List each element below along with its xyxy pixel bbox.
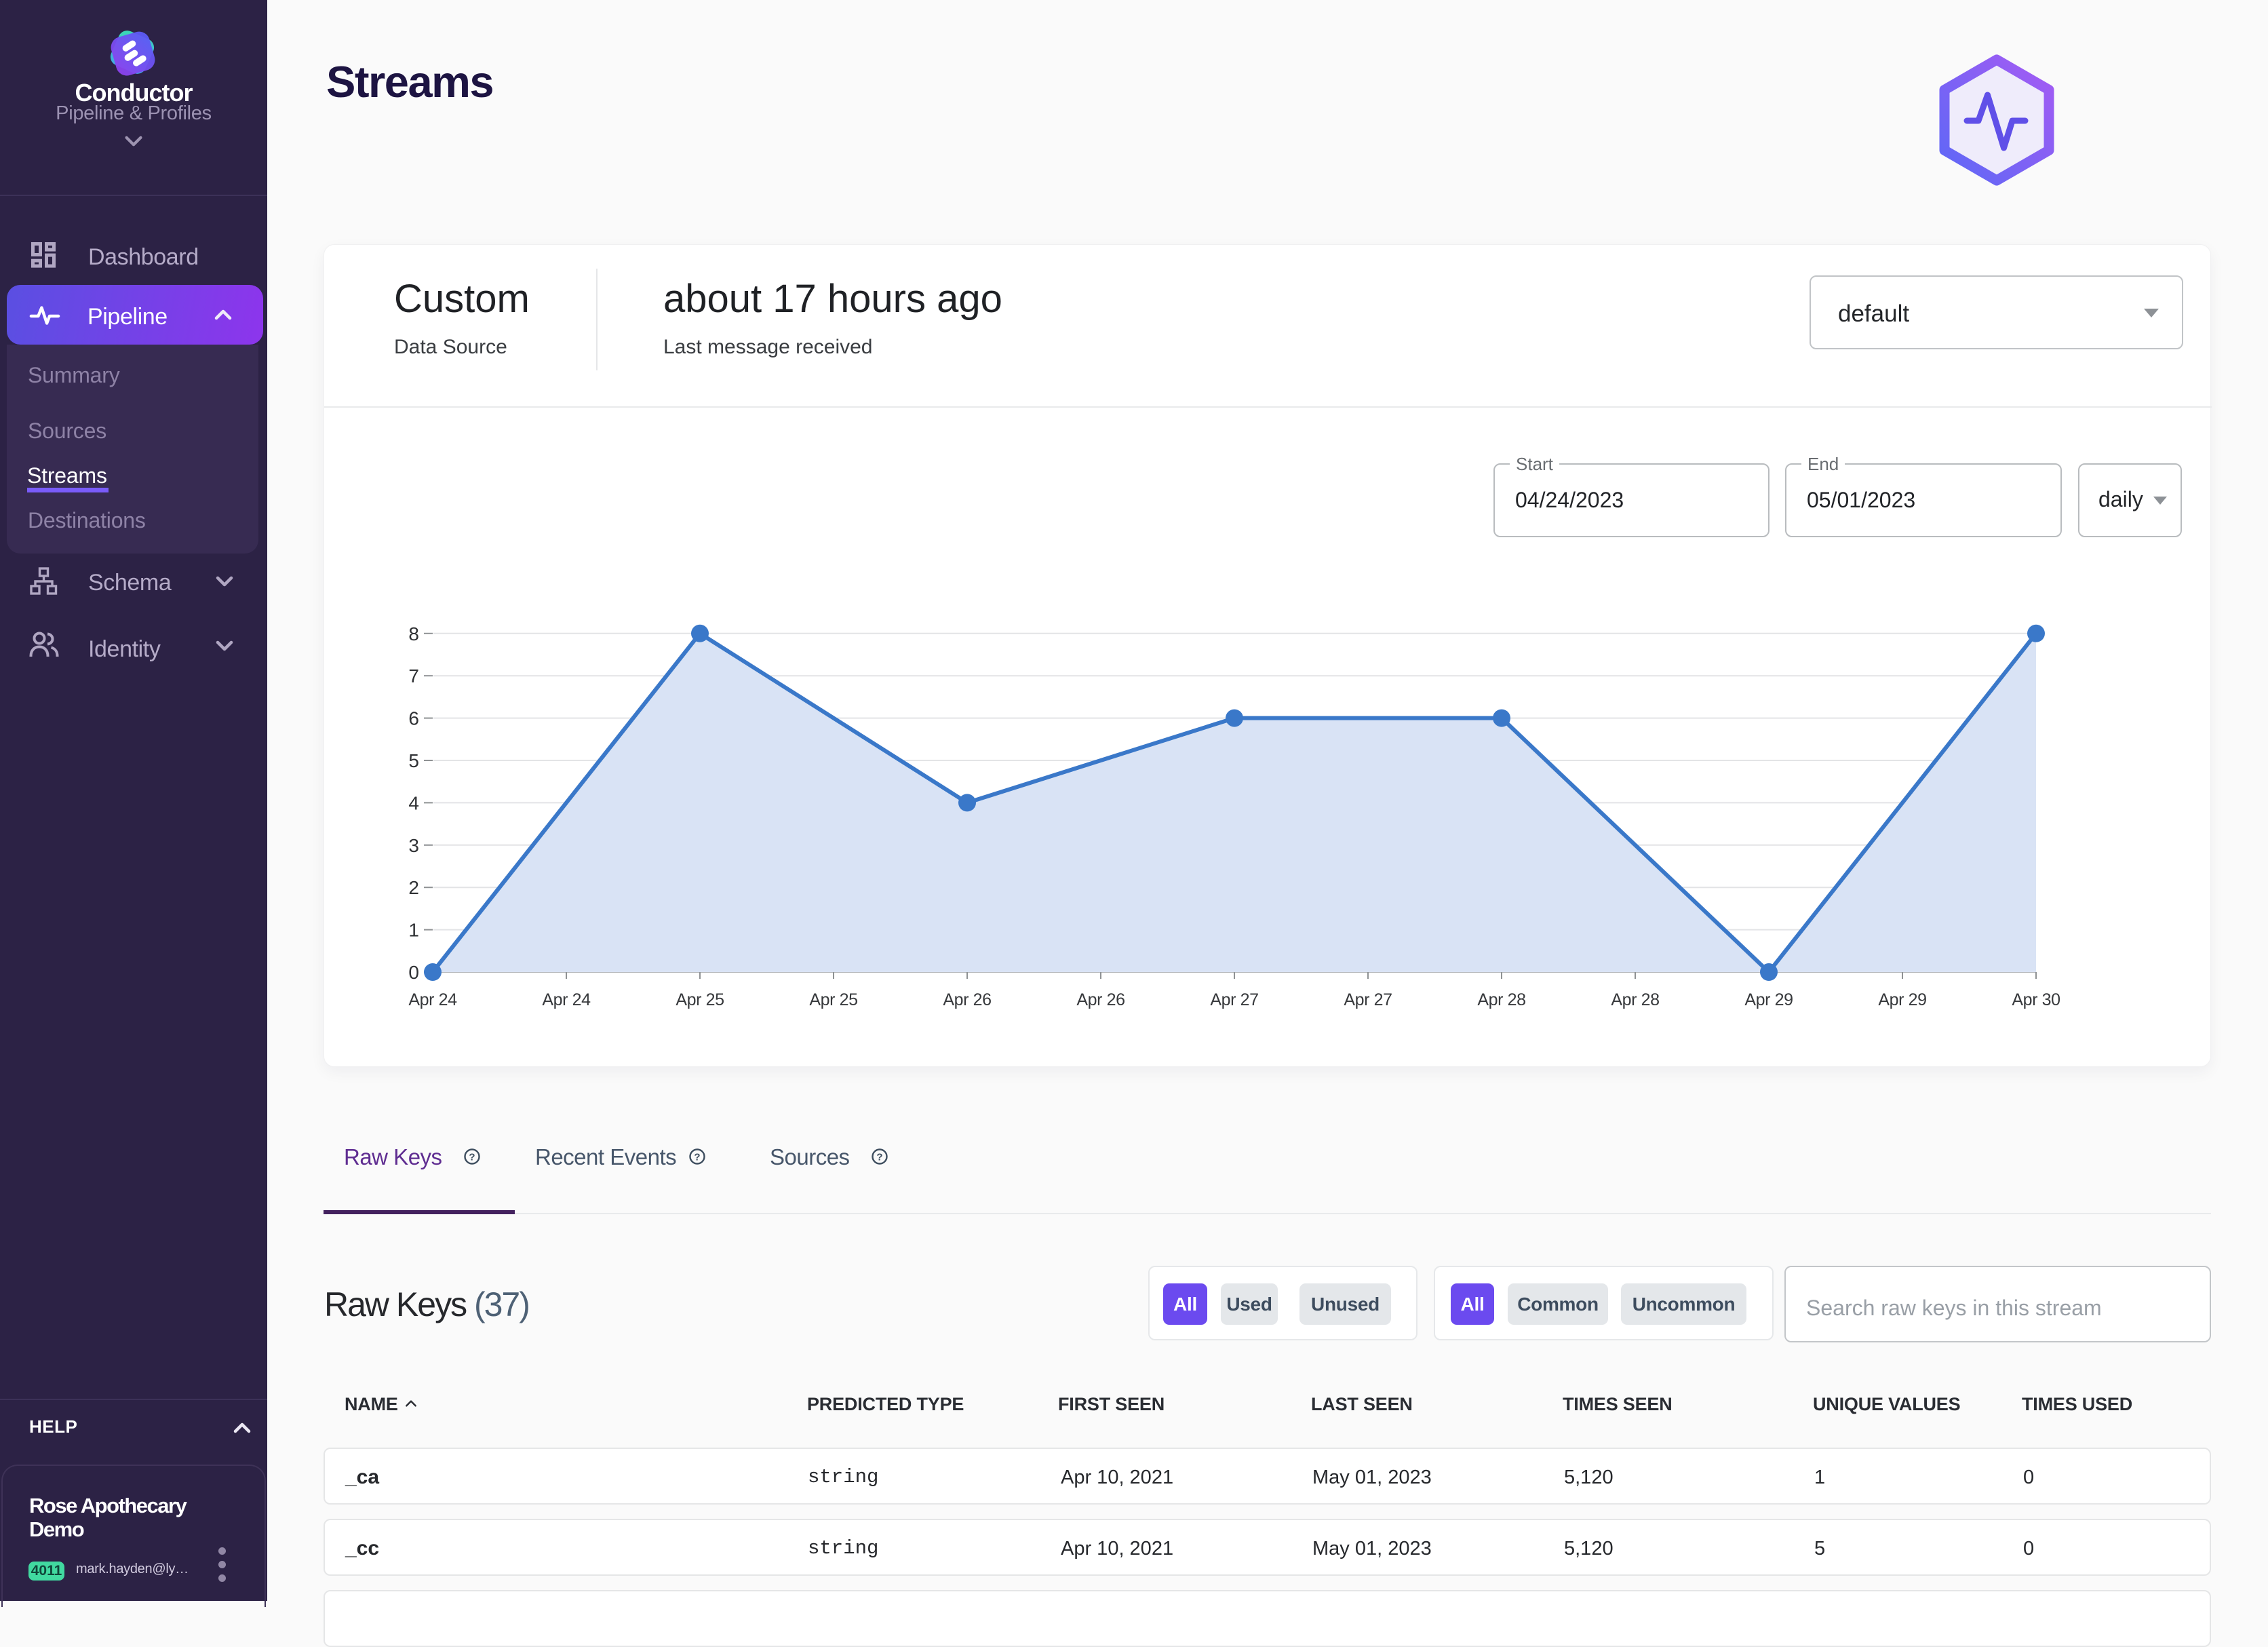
svg-text:Apr 28: Apr 28 (1611, 990, 1659, 1009)
svg-text:Apr 28: Apr 28 (1477, 990, 1525, 1009)
svg-text:2: 2 (408, 877, 419, 898)
svg-text:1: 1 (408, 920, 419, 941)
svg-text:5: 5 (408, 750, 419, 771)
svg-text:Apr 24: Apr 24 (408, 990, 457, 1009)
svg-text:Apr 29: Apr 29 (1878, 990, 1926, 1009)
svg-text:8: 8 (408, 623, 419, 644)
svg-text:Apr 29: Apr 29 (1744, 990, 1793, 1009)
svg-text:Apr 27: Apr 27 (1344, 990, 1392, 1009)
svg-text:Apr 27: Apr 27 (1210, 990, 1258, 1009)
svg-text:7: 7 (408, 665, 419, 686)
svg-text:?: ? (469, 1151, 475, 1163)
svg-text:3: 3 (408, 835, 419, 856)
svg-text:Apr 26: Apr 26 (943, 990, 991, 1009)
svg-text:Apr 25: Apr 25 (676, 990, 724, 1009)
svg-text:?: ? (694, 1151, 700, 1163)
svg-text:4: 4 (408, 792, 419, 813)
svg-text:Apr 24: Apr 24 (542, 990, 591, 1009)
svg-text:6: 6 (408, 708, 419, 729)
svg-text:0: 0 (408, 962, 419, 983)
svg-text:Apr 26: Apr 26 (1076, 990, 1125, 1009)
svg-text:Apr 25: Apr 25 (809, 990, 857, 1009)
svg-text:Apr 30: Apr 30 (2012, 990, 2060, 1009)
svg-text:?: ? (876, 1151, 882, 1163)
